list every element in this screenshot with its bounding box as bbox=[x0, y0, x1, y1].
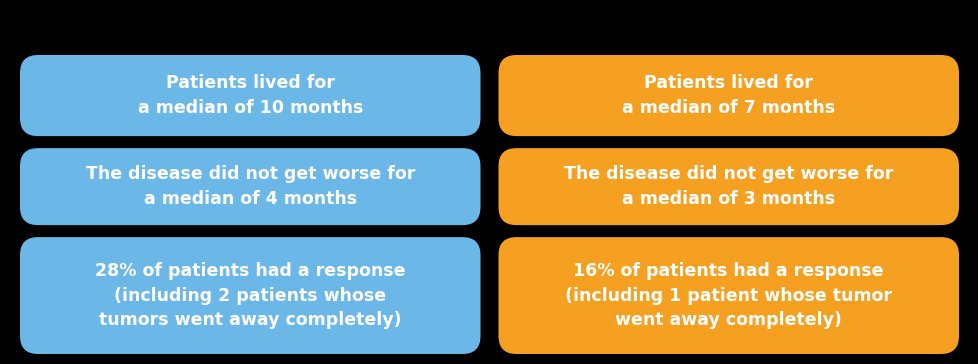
Text: The disease did not get worse for
a median of 4 months: The disease did not get worse for a medi… bbox=[85, 166, 415, 208]
Text: The disease did not get worse for
a median of 3 months: The disease did not get worse for a medi… bbox=[563, 166, 893, 208]
FancyBboxPatch shape bbox=[498, 237, 958, 354]
Text: 16% of patients had a response
(including 1 patient whose tumor
went away comple: 16% of patients had a response (includin… bbox=[564, 262, 891, 329]
FancyBboxPatch shape bbox=[20, 148, 480, 225]
Text: Patients lived for
a median of 7 months: Patients lived for a median of 7 months bbox=[622, 74, 834, 117]
FancyBboxPatch shape bbox=[20, 55, 480, 136]
Text: Patients lived for
a median of 10 months: Patients lived for a median of 10 months bbox=[138, 74, 363, 117]
FancyBboxPatch shape bbox=[20, 237, 480, 354]
FancyBboxPatch shape bbox=[498, 55, 958, 136]
Text: 28% of patients had a response
(including 2 patients whose
tumors went away comp: 28% of patients had a response (includin… bbox=[95, 262, 405, 329]
FancyBboxPatch shape bbox=[498, 148, 958, 225]
